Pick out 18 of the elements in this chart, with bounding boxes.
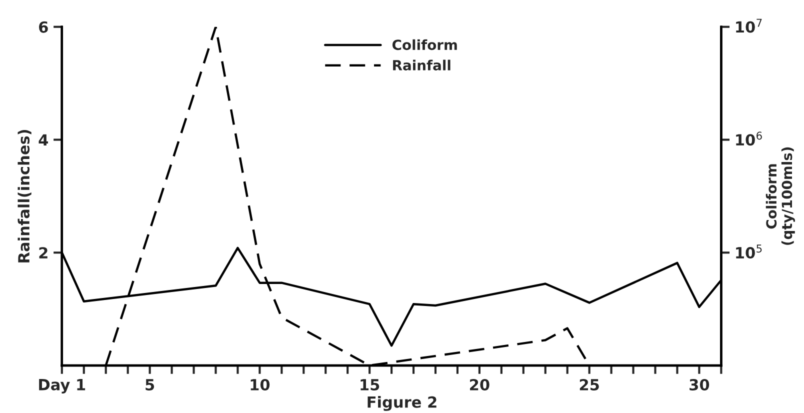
legend-label: Rainfall xyxy=(393,60,450,70)
legend-label: Coliform xyxy=(392,39,457,50)
caption: Figure 2 xyxy=(368,396,436,411)
y2-tick-label: 10$^{6}$ xyxy=(736,132,762,146)
y-tick-label: 4 xyxy=(38,134,48,146)
x-tick-label: 5 xyxy=(146,379,154,391)
x-tick-label: 25 xyxy=(580,378,599,391)
y-tick-label: 2 xyxy=(39,247,48,258)
y-tick-label: 6 xyxy=(39,21,48,33)
y2-tick-label: 10$^{7}$ xyxy=(736,18,762,33)
x-tick-label: Day 1 xyxy=(39,379,86,394)
y2-axis-title: Coliform (qty/100mls) xyxy=(766,147,795,245)
x-tick-label: 30 xyxy=(690,378,710,391)
x-tick-label: 10 xyxy=(250,378,270,391)
y2-tick-label: 10$^{5}$ xyxy=(736,244,762,259)
x-tick-label: 20 xyxy=(470,378,490,391)
x-tick-label: 15 xyxy=(360,379,380,391)
y-axis-title: Rainfall(inches) xyxy=(18,130,32,262)
